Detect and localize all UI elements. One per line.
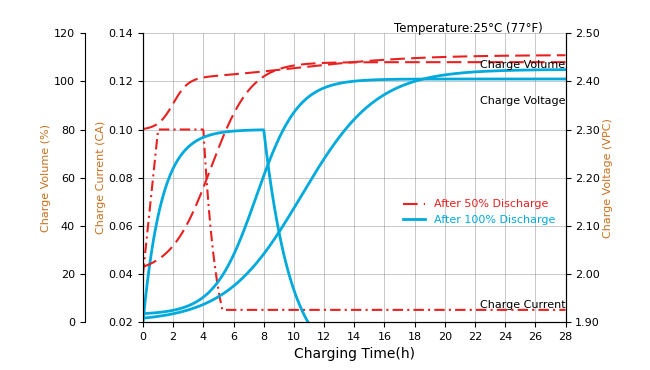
Legend: After 50% Discharge, After 100% Discharge: After 50% Discharge, After 100% Discharg… xyxy=(398,195,560,229)
Text: Charge Current: Charge Current xyxy=(480,300,566,310)
Text: Charge Voltage: Charge Voltage xyxy=(480,95,566,106)
Text: Temperature:25°C (77°F): Temperature:25°C (77°F) xyxy=(394,22,542,35)
Text: Charge Volume: Charge Volume xyxy=(480,60,566,70)
Y-axis label: Charge Current (CA): Charge Current (CA) xyxy=(96,121,106,234)
Y-axis label: Charge Volume (%): Charge Volume (%) xyxy=(41,124,51,232)
Y-axis label: Charge Voltage (VPC): Charge Voltage (VPC) xyxy=(603,118,613,238)
X-axis label: Charging Time(h): Charging Time(h) xyxy=(294,347,415,361)
